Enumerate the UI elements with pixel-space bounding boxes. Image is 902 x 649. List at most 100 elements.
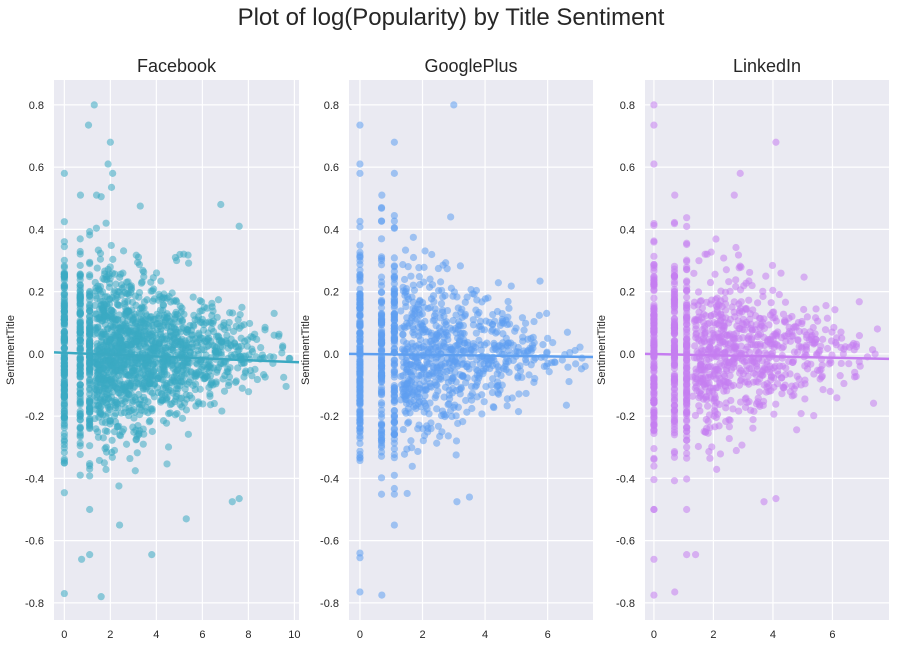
data-point [794, 336, 802, 344]
data-point [503, 320, 511, 329]
data-point [101, 445, 109, 453]
data-point [414, 425, 422, 433]
data-point [483, 355, 491, 363]
data-point [171, 411, 179, 419]
data-point [238, 303, 246, 311]
data-point [439, 293, 447, 301]
data-point [86, 377, 94, 385]
data-point [795, 342, 803, 351]
data-point [399, 331, 407, 339]
data-point [838, 334, 846, 342]
data-point [425, 283, 434, 291]
data-point [162, 396, 170, 404]
data-point [399, 261, 407, 269]
data-point [775, 290, 783, 299]
data-point [683, 411, 691, 419]
data-point [142, 327, 150, 335]
data-point [493, 382, 501, 390]
data-point [105, 358, 113, 366]
data-point [76, 272, 84, 280]
y-tick-label: 0.8 [324, 100, 339, 112]
data-point [479, 365, 488, 373]
data-point [356, 376, 364, 385]
data-point [246, 319, 254, 328]
data-point [456, 390, 464, 398]
data-point [544, 334, 552, 342]
data-point [60, 430, 68, 438]
data-point [408, 462, 416, 470]
data-point [670, 287, 679, 296]
data-point [356, 253, 364, 261]
data-point [159, 417, 168, 425]
data-point [408, 372, 416, 380]
data-point [443, 306, 452, 315]
data-point [549, 339, 557, 347]
data-point [503, 402, 511, 410]
data-point [408, 293, 416, 301]
data-point [178, 414, 187, 422]
data-point [451, 401, 459, 409]
data-point [683, 287, 691, 295]
data-point [377, 401, 386, 409]
data-point [501, 362, 509, 371]
data-point [442, 318, 451, 326]
data-point [749, 416, 757, 424]
data-point [278, 349, 286, 357]
data-point [206, 372, 215, 380]
data-point [762, 388, 770, 396]
data-point [732, 276, 740, 284]
data-point [118, 371, 126, 379]
data-point [139, 440, 147, 448]
data-point [76, 324, 84, 333]
data-point [356, 434, 364, 442]
data-point [725, 416, 733, 424]
data-point [683, 505, 691, 514]
data-point [209, 319, 217, 327]
data-point [184, 251, 192, 259]
data-point [108, 436, 116, 444]
data-point [188, 394, 196, 402]
data-point [390, 471, 398, 479]
data-point [695, 402, 703, 410]
data-point [109, 255, 117, 263]
data-point [415, 264, 423, 272]
data-point [476, 317, 485, 325]
data-point [772, 138, 780, 146]
data-point [119, 269, 127, 277]
data-point [205, 334, 213, 342]
data-point [828, 328, 836, 336]
data-point [446, 358, 454, 366]
data-point [482, 382, 490, 391]
data-point [650, 360, 658, 369]
data-point [706, 370, 714, 379]
data-point [76, 423, 84, 431]
data-point [239, 352, 247, 360]
data-point [683, 343, 691, 351]
data-point [650, 160, 658, 168]
data-point [696, 297, 704, 305]
data-point [455, 321, 463, 329]
data-point [149, 360, 157, 368]
data-point [551, 358, 559, 366]
data-point [650, 476, 658, 484]
data-point [178, 324, 186, 333]
x-tick-label: 0 [61, 629, 67, 641]
data-point [60, 281, 68, 289]
data-point [91, 354, 99, 362]
data-point [692, 369, 700, 377]
data-point [670, 314, 679, 323]
data-point [166, 328, 175, 336]
data-point [390, 490, 398, 498]
y-tick-label: 0.4 [620, 224, 635, 236]
y-tick-label: -0.8 [320, 598, 339, 610]
data-point [390, 445, 398, 453]
data-point [683, 454, 691, 462]
data-point [164, 443, 173, 451]
data-point [499, 330, 507, 338]
data-point [851, 373, 859, 381]
data-point [832, 341, 840, 349]
data-point [124, 289, 132, 297]
data-point [377, 452, 386, 460]
data-point [508, 394, 516, 402]
data-point [868, 346, 877, 354]
